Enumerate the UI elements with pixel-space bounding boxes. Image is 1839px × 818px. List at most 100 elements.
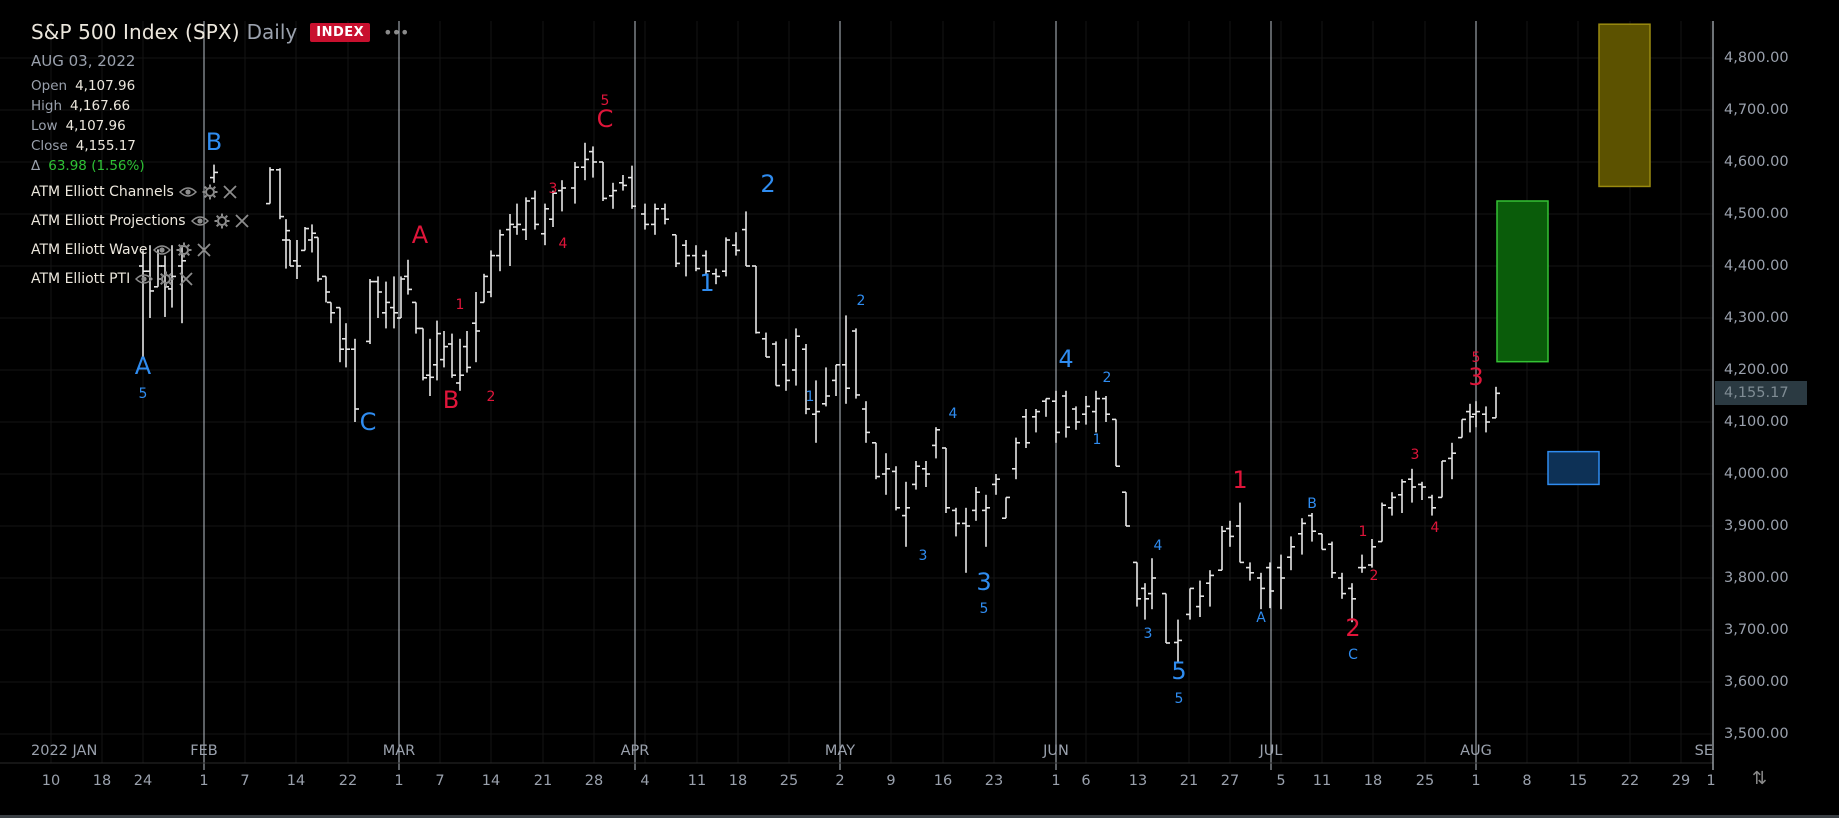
wave-label: 2 (1345, 614, 1360, 642)
indicator-label: ATM Elliott Projections (31, 213, 186, 229)
wave-label: 4 (1154, 538, 1163, 554)
wave-label: 3 (919, 548, 928, 564)
projection-target-boxes (1496, 23, 1651, 486)
month-label: JUN (1043, 743, 1069, 759)
close-icon[interactable] (179, 272, 193, 286)
symbol-title[interactable]: S&P 500 Index (SPX) (31, 20, 240, 44)
ohlc-close: Close 4,155.17 (31, 138, 136, 154)
price-tick-label: 4,500.00 (1724, 206, 1789, 222)
last-price-label: 4,155.17 (1715, 381, 1807, 406)
price-tick-label: 3,700.00 (1724, 622, 1789, 638)
day-tick-label: 14 (481, 773, 501, 789)
wave-label: 4 (559, 236, 568, 252)
wave-label: 4 (949, 406, 958, 422)
day-tick-label: 6 (1081, 773, 1091, 789)
target-box-olive[interactable] (1598, 23, 1651, 188)
interval-label[interactable]: Daily (246, 20, 298, 44)
wave-label: B (443, 386, 459, 414)
gear-icon[interactable] (202, 184, 218, 200)
indicator-label: ATM Elliott Wave (31, 242, 148, 258)
wave-label: 5 (139, 386, 148, 402)
day-tick-label: 21 (1179, 773, 1199, 789)
day-tick-label: 25 (1415, 773, 1435, 789)
ohlc-low: Low 4,107.96 (31, 118, 126, 134)
day-tick-label: 2 (835, 773, 845, 789)
open-label: Open (31, 78, 68, 94)
target-box-green[interactable] (1496, 200, 1549, 363)
eye-icon[interactable] (190, 215, 209, 227)
wave-label: A (135, 352, 152, 380)
day-tick-label: 1 (1471, 773, 1481, 789)
low-value: 4,107.96 (65, 118, 126, 134)
day-tick-label: 7 (435, 773, 445, 789)
wave-label: 1 (806, 389, 815, 405)
wave-label: 3 (1468, 363, 1483, 391)
gear-icon[interactable] (176, 242, 192, 258)
month-label: AUG (1460, 743, 1492, 759)
open-value: 4,107.96 (75, 78, 136, 94)
eye-icon[interactable] (178, 186, 197, 198)
close-value: 4,155.17 (75, 138, 136, 154)
chart-grid (0, 21, 1713, 763)
wave-label: 5 (1472, 350, 1481, 366)
price-tick-label: 4,600.00 (1724, 154, 1789, 170)
close-icon[interactable] (196, 243, 211, 257)
day-tick-label: 5 (1276, 773, 1286, 789)
ohlc-bars (139, 142, 1500, 664)
indicator-elliott-pti: ATM Elliott PTI (31, 271, 193, 287)
axis-swap-icon[interactable]: ⇅ (1752, 768, 1768, 789)
wave-label: B (206, 128, 222, 156)
high-value: 4,167.66 (70, 98, 131, 114)
wave-label: 5 (980, 601, 989, 617)
close-icon[interactable] (223, 185, 237, 199)
wave-label: 1 (1093, 432, 1102, 448)
day-tick-label: 24 (133, 773, 153, 789)
day-tick-label: 11 (1312, 773, 1332, 789)
ohlc-change: Δ 63.98 (1.56%) (31, 158, 145, 174)
wave-label: C (1348, 647, 1358, 663)
price-tick-label: 4,300.00 (1724, 310, 1789, 326)
wave-label: 3 (549, 181, 558, 197)
wave-label: 3 (1144, 626, 1153, 642)
day-tick-label: 18 (728, 773, 748, 789)
day-tick-label: 8 (1522, 773, 1532, 789)
price-tick-label: 3,600.00 (1724, 674, 1789, 690)
close-label: Close (31, 138, 68, 154)
low-label: Low (31, 118, 58, 134)
indicator-elliott-channels: ATM Elliott Channels (31, 184, 237, 200)
day-tick-label: 14 (286, 773, 306, 789)
day-tick-label: 1 (394, 773, 404, 789)
month-label: JUL (1259, 743, 1283, 759)
wave-label: 2 (760, 170, 775, 198)
day-tick-label: 16 (933, 773, 953, 789)
eye-icon[interactable] (152, 244, 171, 256)
chart-header: S&P 500 Index (SPX) Daily INDEX ••• (31, 20, 409, 44)
eye-icon[interactable] (135, 273, 154, 285)
day-tick-label: 1 (199, 773, 209, 789)
day-tick-label: 25 (779, 773, 799, 789)
price-tick-label: 4,100.00 (1724, 414, 1789, 430)
month-label: MAY (824, 743, 856, 759)
month-label: 2022 JAN (31, 743, 98, 759)
ohlc-open: Open 4,107.96 (31, 78, 135, 94)
more-options-icon[interactable]: ••• (383, 22, 409, 42)
price-tick-label: 4,800.00 (1724, 50, 1789, 66)
price-tick-label: 4,200.00 (1724, 362, 1789, 378)
day-tick-label: 28 (584, 773, 604, 789)
wave-label: 2 (857, 293, 866, 309)
day-tick-label: 10 (41, 773, 61, 789)
price-tick-label: 4,400.00 (1724, 258, 1789, 274)
bar-date: AUG 03, 2022 (31, 52, 136, 70)
close-icon[interactable] (234, 214, 249, 228)
gear-icon[interactable] (158, 271, 174, 287)
wave-label: 4 (1431, 520, 1440, 536)
wave-label: B (1307, 496, 1317, 512)
day-tick-label: 21 (533, 773, 553, 789)
wave-label: A (412, 221, 429, 249)
month-label: APR (620, 743, 650, 759)
gear-icon[interactable] (214, 213, 230, 229)
target-box-blue[interactable] (1547, 450, 1600, 486)
indicator-label: ATM Elliott Channels (31, 184, 174, 200)
